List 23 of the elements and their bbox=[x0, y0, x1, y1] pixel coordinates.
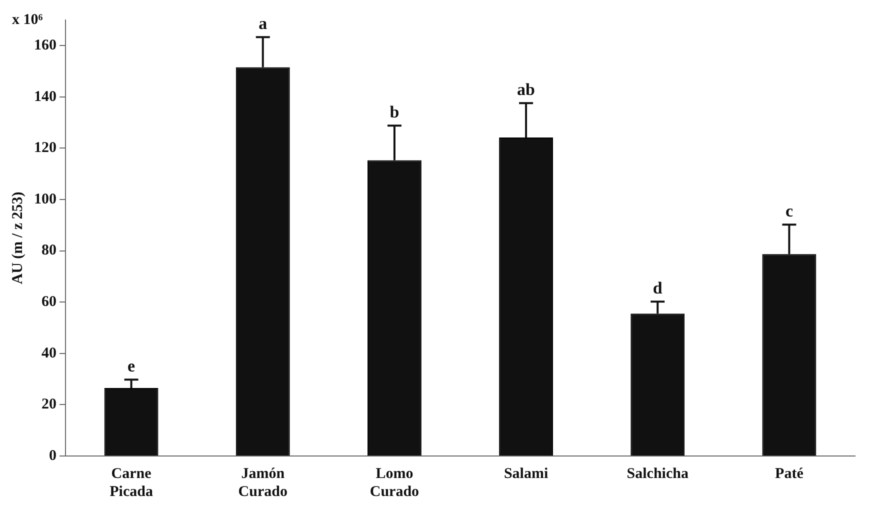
annotation: b bbox=[390, 102, 400, 122]
annotation: ab bbox=[517, 80, 536, 99]
y-tick-label: 80 bbox=[42, 242, 56, 259]
annotation: a bbox=[258, 14, 268, 34]
y-tick-label: 100 bbox=[34, 191, 56, 208]
x-tick-label: Jamón Curado bbox=[238, 466, 288, 500]
y-tick-label: 40 bbox=[42, 345, 56, 362]
annotation: c bbox=[785, 202, 794, 221]
y-tick-label: 120 bbox=[34, 140, 56, 156]
y-tick-label: 0 bbox=[49, 448, 56, 464]
y-tick-label: 140 bbox=[34, 88, 56, 105]
y-tick-label: 60 bbox=[42, 294, 56, 310]
annotation: d bbox=[652, 278, 663, 298]
x-tick-label: Salchicha bbox=[626, 466, 689, 482]
y-axis-title: AU (m / z 253) bbox=[10, 192, 26, 284]
x-tick-label: Carne Picada bbox=[110, 466, 154, 500]
x-tick-label: Lomo Curado bbox=[370, 466, 420, 500]
y-tick-label: 20 bbox=[42, 396, 56, 413]
text: x 10⁶ bbox=[12, 12, 44, 28]
y-tick-label: 160 bbox=[34, 38, 56, 54]
annotation: e bbox=[128, 356, 136, 376]
x-tick-label: Paté bbox=[775, 466, 804, 482]
x-tick-label: Salami bbox=[504, 466, 548, 482]
